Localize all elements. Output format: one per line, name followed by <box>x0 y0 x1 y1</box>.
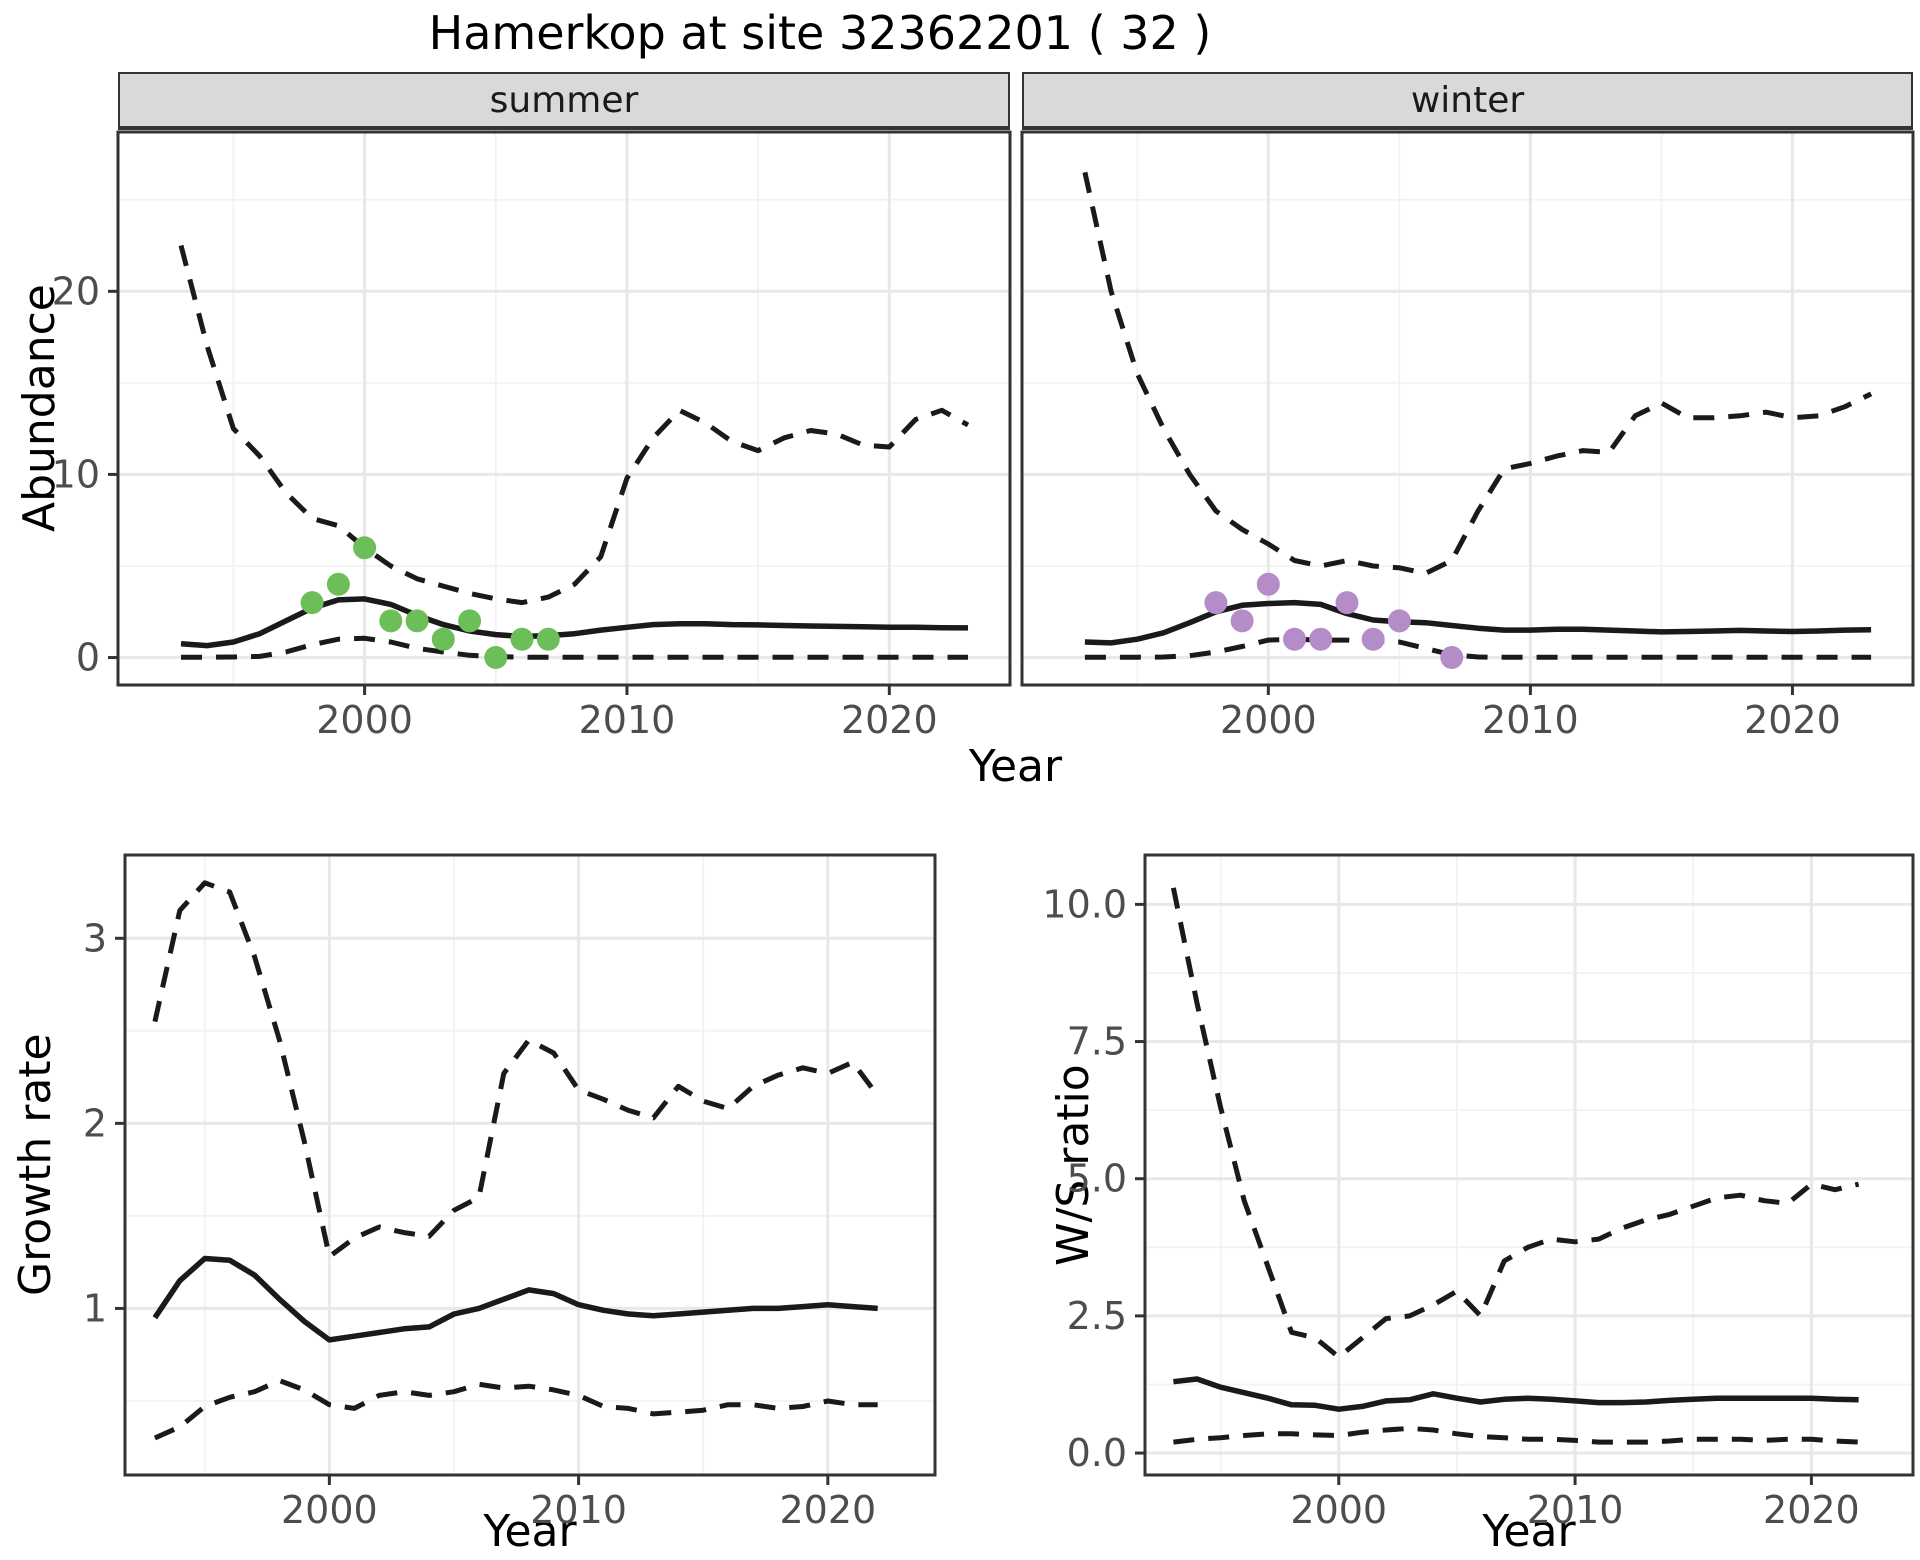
x-axis-title-year-bottom-left: Year <box>483 1506 577 1557</box>
growth-rate-lower-95ci-line <box>153 1378 878 1441</box>
y-tick-label: 2 <box>83 1101 107 1145</box>
data-point <box>1309 627 1333 651</box>
x-tick-label: 2020 <box>779 1488 876 1532</box>
growth-rate-upper-95ci-line <box>152 880 880 1260</box>
panel-abundance-summer: 2000 2010 2020 0 10 20 <box>52 130 1012 742</box>
panel-border <box>1020 130 1915 687</box>
summer-median-line <box>180 596 969 649</box>
winter-median-line <box>1084 599 1872 646</box>
y-tick-label: 7.5 <box>1067 1020 1127 1064</box>
x-tick-label: 2010 <box>579 698 676 742</box>
data-point <box>536 627 560 651</box>
panel-growth-rate: 2000 2010 2020 1 2 3 <box>83 853 937 1532</box>
facet-strip-summer: summer <box>118 72 1010 130</box>
x-tick-label: 2010 <box>530 1488 627 1532</box>
x-axis-title-year-top: Year <box>968 741 1063 792</box>
panel-border <box>116 130 1012 687</box>
observed-counts-summer <box>300 536 560 669</box>
observed-counts-winter <box>1204 572 1464 669</box>
panel-border <box>1143 853 1915 1477</box>
facet-strip-summer-label: summer <box>489 79 639 121</box>
x-tick-label: 2010 <box>1482 698 1579 742</box>
w-s-ratio-lower-95ci-line <box>1173 1425 1859 1445</box>
x-tick-label: 2020 <box>841 698 938 742</box>
y-tick-label: 2.5 <box>1067 1294 1127 1338</box>
x-tick-label: 2020 <box>1763 1488 1860 1532</box>
x-tick-label: 2000 <box>316 698 413 742</box>
data-point <box>353 536 377 560</box>
w-s-ratio-upper-95ci-line <box>1170 887 1860 1360</box>
y-tick-label: 20 <box>52 269 100 313</box>
winter-lower-95ci-line <box>1084 636 1872 660</box>
y-tick-label: 1 <box>83 1286 107 1330</box>
data-point <box>431 627 455 651</box>
data-point <box>1283 627 1306 651</box>
data-point <box>1256 572 1280 596</box>
winter-upper-95ci-line <box>1082 171 1873 576</box>
y-tick-label: 0 <box>76 636 100 680</box>
x-tick-label: 2000 <box>1290 1488 1387 1532</box>
data-point <box>458 609 482 633</box>
data-point <box>300 591 324 615</box>
w-s-ratio-median-line <box>1173 1376 1859 1412</box>
x-tick-label: 2010 <box>1527 1488 1624 1532</box>
y-tick-label: 10 <box>52 452 100 496</box>
y-tick-label: 5.0 <box>1067 1157 1127 1201</box>
summer-upper-95ci-line <box>178 244 970 606</box>
data-point <box>326 572 350 596</box>
y-tick-label: 10.0 <box>1042 882 1127 926</box>
facet-strip-winter-label: winter <box>1410 79 1525 121</box>
data-point <box>484 646 508 669</box>
growth-rate-median-line <box>152 1255 878 1343</box>
data-point <box>1230 609 1254 633</box>
x-tick-label: 2000 <box>1220 698 1317 742</box>
panel-abundance-winter: 2000 2010 2020 <box>1020 130 1915 742</box>
data-point <box>1440 646 1464 669</box>
x-axis-title-year-bottom-right: Year <box>1482 1506 1576 1557</box>
panel-border <box>123 853 937 1477</box>
data-point <box>1361 627 1385 651</box>
y-tick-label: 3 <box>83 916 107 960</box>
data-point <box>405 609 429 633</box>
plot-title: Hamerkop at site 32362201 ( 32 ) <box>428 6 1212 60</box>
data-point <box>1204 591 1228 615</box>
facet-strip-winter: winter <box>1022 72 1913 130</box>
data-point <box>379 609 403 633</box>
x-tick-label: 2020 <box>1744 698 1841 742</box>
data-point <box>510 627 534 651</box>
y-tick-label: 0.0 <box>1067 1431 1127 1475</box>
data-point <box>1387 609 1411 633</box>
panel-ws-ratio: 2000 2010 2020 0.0 2.5 5.0 7.5 10.0 <box>1042 853 1915 1532</box>
x-tick-label: 2000 <box>281 1488 378 1532</box>
summer-lower-95ci-line <box>181 635 968 660</box>
data-point <box>1335 591 1359 615</box>
